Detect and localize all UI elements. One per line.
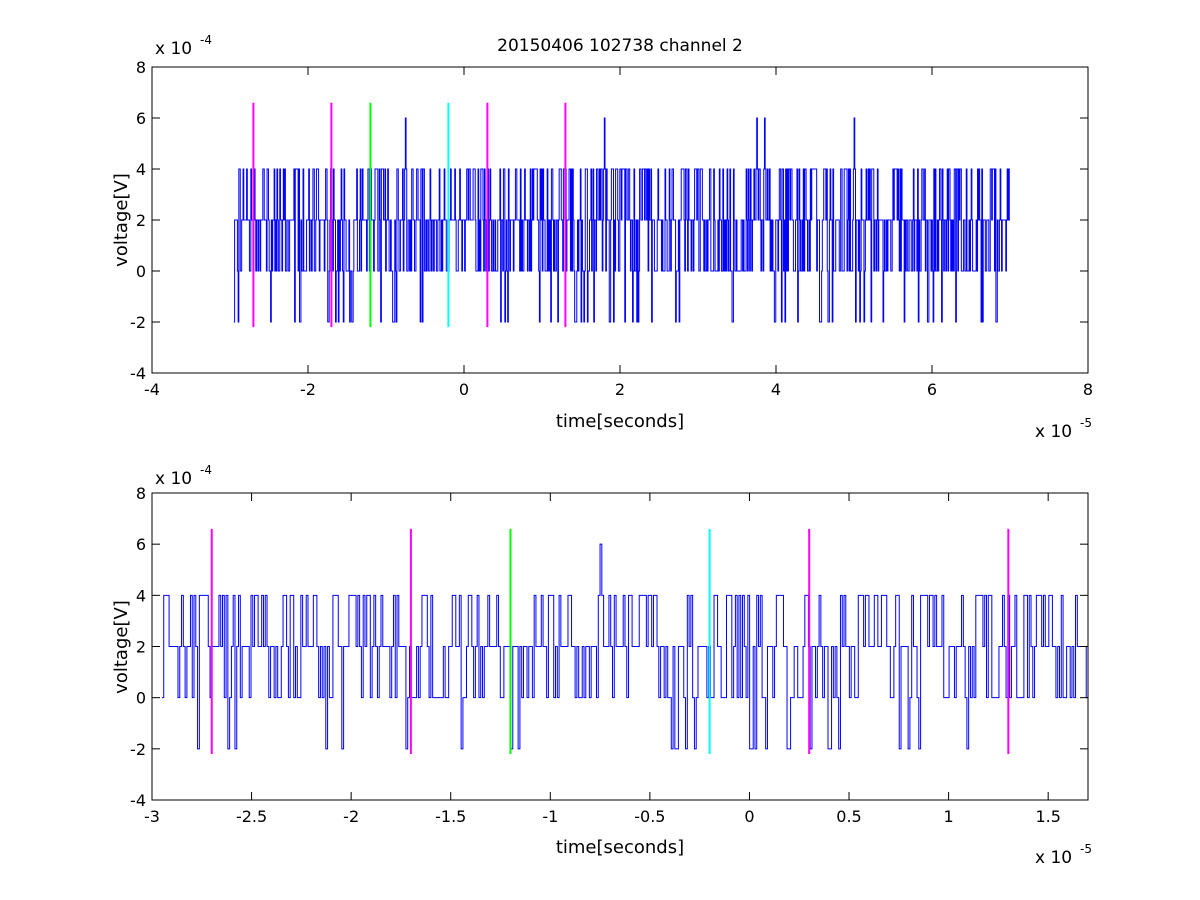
bottom-y-tick-label-3: 2 [136, 638, 146, 657]
bottom-x-tick-label-4: -1 [542, 807, 558, 826]
top-x-tick-label-1: -2 [300, 380, 316, 399]
bottom-y-exponent-power: -4 [200, 463, 212, 477]
top-plot-title: 20150406 102738 channel 2 [497, 36, 743, 56]
top-y-tick-label-5: 6 [136, 109, 146, 128]
top-x-axis-label: time[seconds] [556, 411, 684, 432]
top-x-tick-label-0: -4 [144, 380, 160, 399]
top-x-tick-label-4: 4 [771, 380, 781, 399]
top-subplot: 20150406 102738 channel 2 x 10 -4 x 10 -… [111, 33, 1093, 442]
bottom-y-tick-label-0: -4 [130, 791, 146, 810]
bottom-y-exponent-base: x 10 [155, 469, 192, 489]
top-y-tick-label-2: 0 [136, 262, 146, 281]
bottom-x-tick-label-3: -1.5 [435, 807, 466, 826]
bottom-x-tick-label-1: -2.5 [236, 807, 267, 826]
top-x-tick-label-3: 2 [615, 380, 625, 399]
top-y-tick-label-4: 4 [136, 160, 146, 179]
top-signal-series-0 [233, 117, 1010, 323]
bottom-x-axis-label: time[seconds] [556, 837, 684, 858]
bottom-x-tick-label-2: -2 [343, 807, 359, 826]
bottom-x-exponent-power: -5 [1080, 842, 1092, 856]
top-x-exponent: x 10 -5 [1035, 416, 1092, 442]
bottom-x-tick-label-5: -0.5 [634, 807, 665, 826]
bottom-x-tick-label-8: 1 [944, 807, 954, 826]
bottom-x-tick-label-9: 1.5 [1035, 807, 1060, 826]
bottom-x-tick-label-7: 0.5 [836, 807, 861, 826]
top-x-tick-label-5: 6 [927, 380, 937, 399]
bottom-y-tick-label-1: -2 [130, 740, 146, 759]
bottom-x-exponent-base: x 10 [1035, 848, 1072, 868]
top-y-tick-label-0: -4 [130, 364, 146, 383]
top-y-exponent-base: x 10 [155, 39, 192, 59]
bottom-y-tick-label-2: 0 [136, 689, 146, 708]
bottom-signal-series-0 [161, 543, 1088, 750]
bottom-y-tick-label-6: 8 [136, 484, 146, 503]
top-y-axis-label: voltage[V] [111, 173, 132, 267]
top-y-exponent-power: -4 [200, 33, 212, 47]
bottom-y-tick-label-4: 4 [136, 586, 146, 605]
bottom-x-exponent: x 10 -5 [1035, 842, 1092, 868]
bottom-y-exponent: x 10 -4 [155, 463, 212, 489]
top-x-exponent-power: -5 [1080, 416, 1092, 430]
top-x-exponent-base: x 10 [1035, 422, 1072, 442]
top-x-tick-label-6: 8 [1083, 380, 1093, 399]
bottom-x-tick-label-0: -3 [144, 807, 160, 826]
top-x-tick-label-2: 0 [459, 380, 469, 399]
top-y-tick-label-1: -2 [130, 313, 146, 332]
bottom-subplot: x 10 -4 x 10 -5 time[seconds] voltage[V]… [111, 463, 1092, 868]
top-y-exponent: x 10 -4 [155, 33, 212, 59]
top-y-tick-label-6: 8 [136, 58, 146, 77]
bottom-y-axis-label: voltage[V] [111, 600, 132, 694]
bottom-x-tick-label-6: 0 [744, 807, 754, 826]
bottom-y-tick-label-5: 6 [136, 535, 146, 554]
top-y-tick-label-3: 2 [136, 211, 146, 230]
